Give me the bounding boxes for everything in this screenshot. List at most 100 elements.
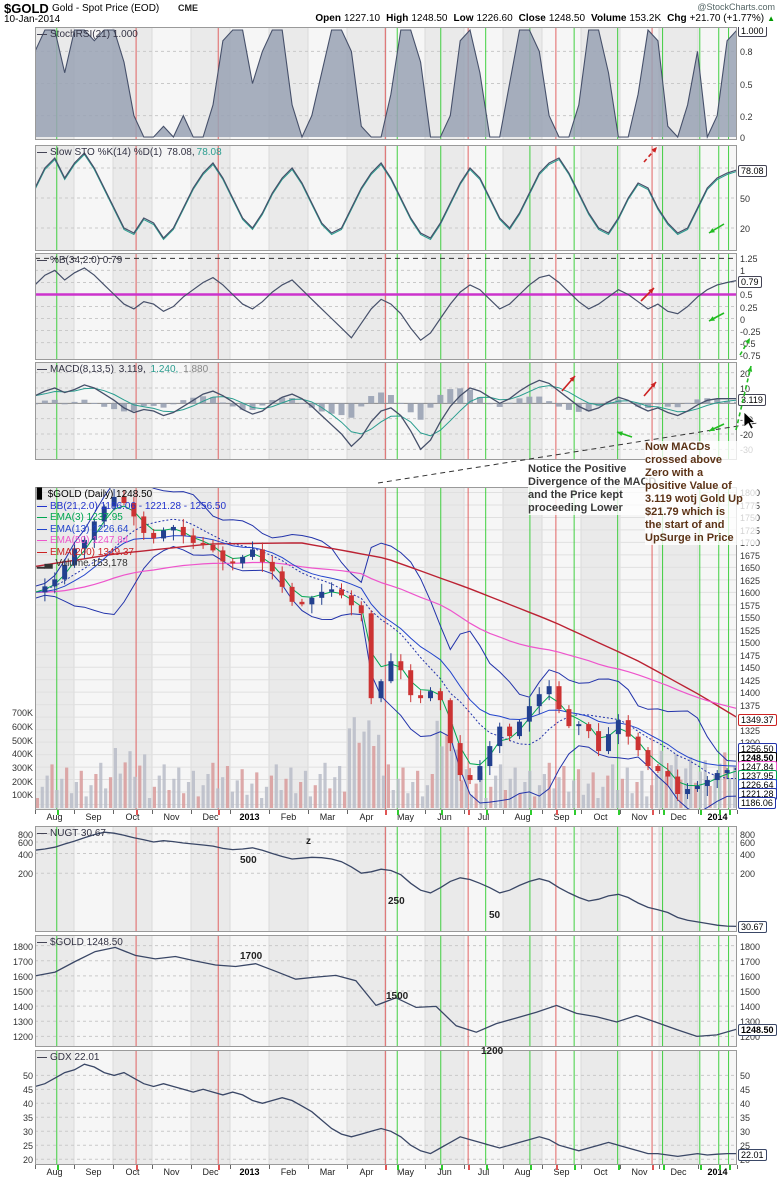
gold-compare-plot [35,935,737,1047]
exchange-label: CME [178,3,198,13]
candle-body [507,726,513,737]
axis-tick: 200 [740,869,756,880]
volume-bar [708,786,712,808]
month-band [269,1050,308,1165]
quote-value: 1248.50 [548,13,586,24]
macd-histogram-bar [674,403,681,408]
candle-body [368,613,374,699]
macd-histogram-bar [200,396,207,404]
volume-bar [60,778,64,808]
stockcharts-credit: @StockCharts.com [697,2,775,12]
last-value-box: 78.08 [738,164,767,177]
candle-body [645,750,651,767]
x-axis-label: Aug [514,1167,531,1177]
axis-tick: 10 [740,384,751,394]
x-axis-event-mark [555,1165,558,1170]
candle-body [210,544,216,551]
volume-bar [245,794,249,808]
candle-body [358,605,364,614]
legend-dash-icon: — [37,364,47,375]
bottom-x-axis: Aug Sep Oct Nov Dec 2013 Feb Mar Apr May Jun Jul Aug… [0,1165,780,1179]
price-level-label: 1700 [240,951,263,962]
axis-tick: 30 [740,1127,751,1138]
x-axis-tick [503,1165,504,1169]
x-axis-tick [35,1165,36,1169]
axis-tick: 50 [740,1071,751,1082]
month-band [503,362,542,460]
axis-tick: 0.5 [740,79,753,90]
panel-border [35,145,737,251]
candle-body [605,734,611,752]
macd-histogram-bar [130,403,137,411]
month-band [191,826,230,932]
last-value-box: 1248.50 [738,1024,777,1037]
x-axis-label: Aug [46,1167,63,1177]
month-band [230,935,269,1047]
x-axis-event-mark [699,1165,702,1170]
legend-label: $GOLD (Daily) 1248.50 [47,489,153,500]
macd-histogram-bar [180,400,187,404]
gold-compare-panel: — $GOLD 1248.50 [0,935,780,1047]
x-axis-label: Oct [125,1167,140,1177]
volume-bar [591,772,595,808]
axis-tick: 700K [11,708,33,719]
macd-histogram-bar [496,403,503,407]
volume-bar [464,769,468,808]
last-value-box: 0.79 [738,275,762,288]
axis-tick: 0 [740,314,746,325]
volume-bar [689,757,693,808]
macd-histogram-bar [61,403,68,405]
month-band [152,935,191,1047]
volume-bar [104,788,108,808]
candle-body [418,695,424,699]
candle-body [427,691,433,699]
x-axis-tick [542,810,543,814]
macd-histogram-bar [565,403,572,410]
axis-tick: 0.25 [740,302,758,313]
gold_compare-line [35,946,737,1038]
axis-tick: 1300 [740,1017,761,1028]
x-axis-label: Aug [514,812,531,822]
month-band [152,1050,191,1165]
x-axis-label: May [396,1167,414,1177]
panel-border [35,935,737,1047]
candle-body [665,771,671,777]
month-band [230,487,269,810]
x-axis-event-mark [555,810,558,815]
volume-icon: ▁▃ [37,558,53,569]
main-x-axis: Aug Sep Oct Nov Dec 2013 Feb Mar Apr May Jun Jul Aug… [0,810,780,824]
volume-bar [45,775,49,808]
x-axis-label: Nov [163,812,180,822]
volume-bar [342,791,347,808]
macd-histogram-bar [625,402,632,404]
month-band [503,826,542,932]
last-value-box: 22.01 [738,1148,767,1161]
month-band [503,487,542,810]
candle-body [556,686,562,710]
candle-body [586,724,592,732]
ticker-symbol: $GOLD [4,1,49,16]
month-band [425,362,464,460]
x-axis-label: Dec [202,812,219,822]
axis-tick: 1400 [740,688,761,699]
volume-bar [172,778,176,808]
candle-body [289,586,295,602]
macd-histogram-bar [279,397,286,404]
candle-body [526,706,532,722]
price-level-label: 1200 [481,1046,504,1057]
change-up-arrow-icon: ▲ [767,14,775,23]
volume-bar [606,775,610,808]
legend-entry: — BB(21,2.0) 1186.06 - 1221.28 - 1256.50 [37,501,226,513]
volume-bar [420,796,425,808]
month-band [464,487,503,810]
axis-tick: 100K [11,790,33,801]
axis-tick: 800 [17,829,33,840]
x-axis-tick [425,810,426,814]
chart-header: $GOLD Gold - Spot Price (EOD) CME @Stock… [0,0,780,27]
month-band [347,826,386,932]
x-axis-label: Jun [437,812,452,822]
line-icon: — [37,546,47,558]
axis-tick: 1525 [740,625,761,636]
legend-label: BB(21,2.0) 1186.06 - 1221.28 - 1256.50 [50,500,227,512]
bollinger-lower-band [35,545,737,810]
